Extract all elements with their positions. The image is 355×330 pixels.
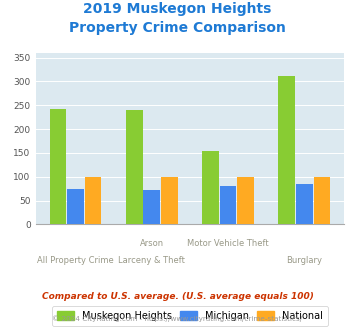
Bar bbox=[50, 109, 66, 224]
Text: Larceny & Theft: Larceny & Theft bbox=[118, 256, 185, 265]
Text: Property Crime Comparison: Property Crime Comparison bbox=[69, 21, 286, 35]
Text: Arson: Arson bbox=[140, 239, 164, 248]
Bar bbox=[161, 177, 178, 224]
Bar bbox=[202, 151, 219, 224]
Bar bbox=[237, 177, 254, 224]
Text: 2019 Muskegon Heights: 2019 Muskegon Heights bbox=[83, 2, 272, 16]
Bar bbox=[143, 190, 160, 224]
Text: Motor Vehicle Theft: Motor Vehicle Theft bbox=[187, 239, 269, 248]
Bar bbox=[220, 186, 236, 224]
Text: Burglary: Burglary bbox=[286, 256, 322, 265]
Text: © 2024 CityRating.com - https://www.cityrating.com/crime-statistics/: © 2024 CityRating.com - https://www.city… bbox=[53, 315, 302, 322]
Text: All Property Crime: All Property Crime bbox=[37, 256, 114, 265]
Bar bbox=[84, 177, 102, 224]
Bar bbox=[67, 189, 84, 224]
Bar bbox=[126, 110, 143, 224]
Legend: Muskegon Heights, Michigan, National: Muskegon Heights, Michigan, National bbox=[52, 306, 328, 326]
Bar bbox=[278, 76, 295, 224]
Text: Compared to U.S. average. (U.S. average equals 100): Compared to U.S. average. (U.S. average … bbox=[42, 292, 313, 301]
Bar bbox=[313, 177, 330, 224]
Bar bbox=[296, 184, 313, 224]
